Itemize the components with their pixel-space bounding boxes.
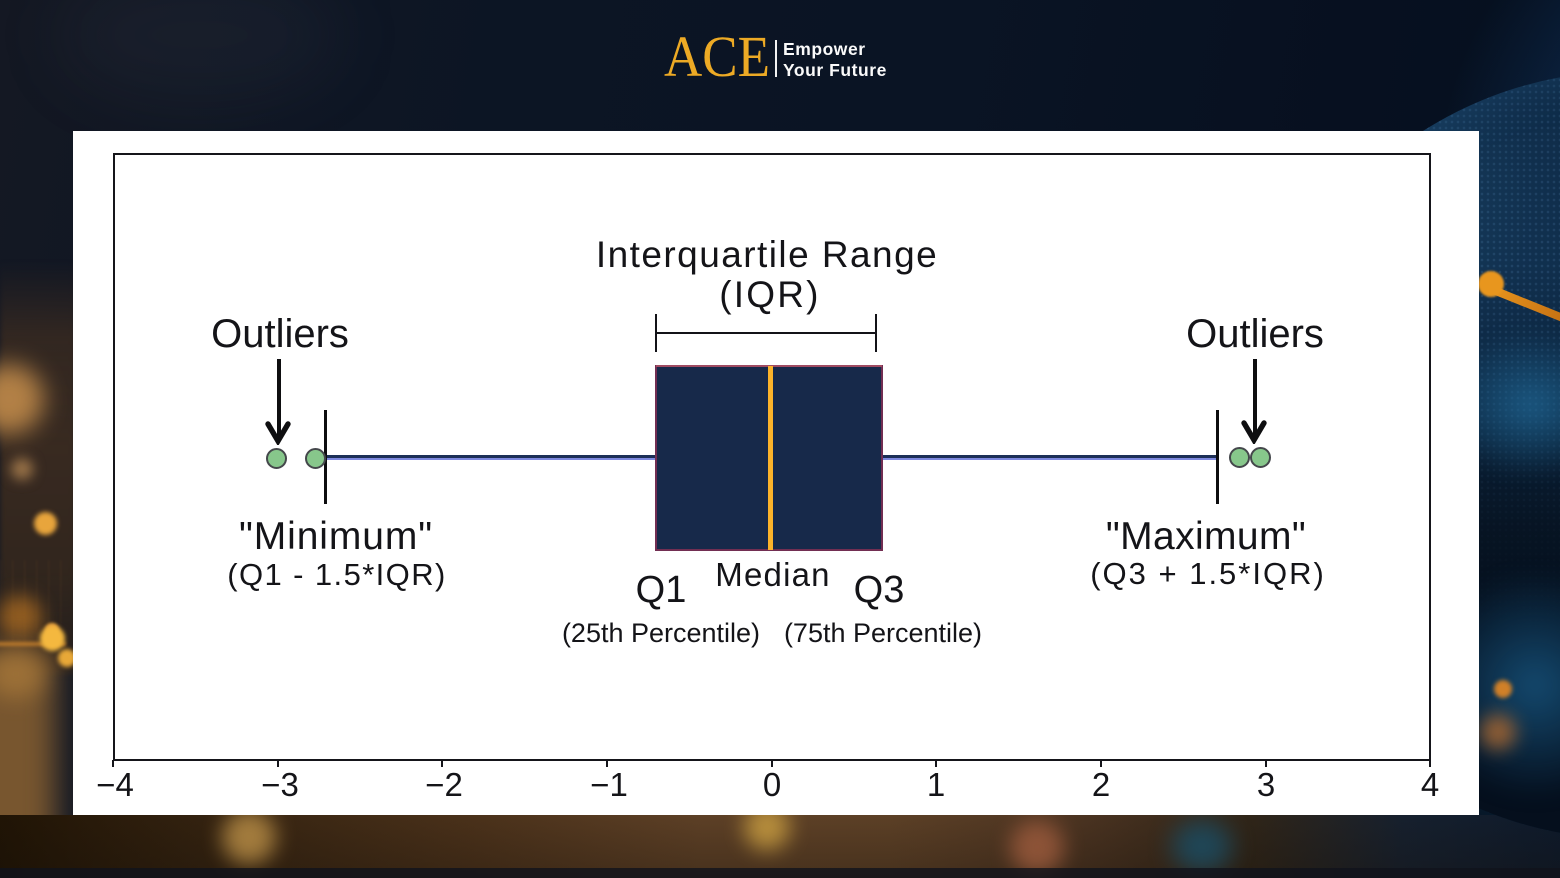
- svg-text:ACE: ACE: [664, 25, 770, 89]
